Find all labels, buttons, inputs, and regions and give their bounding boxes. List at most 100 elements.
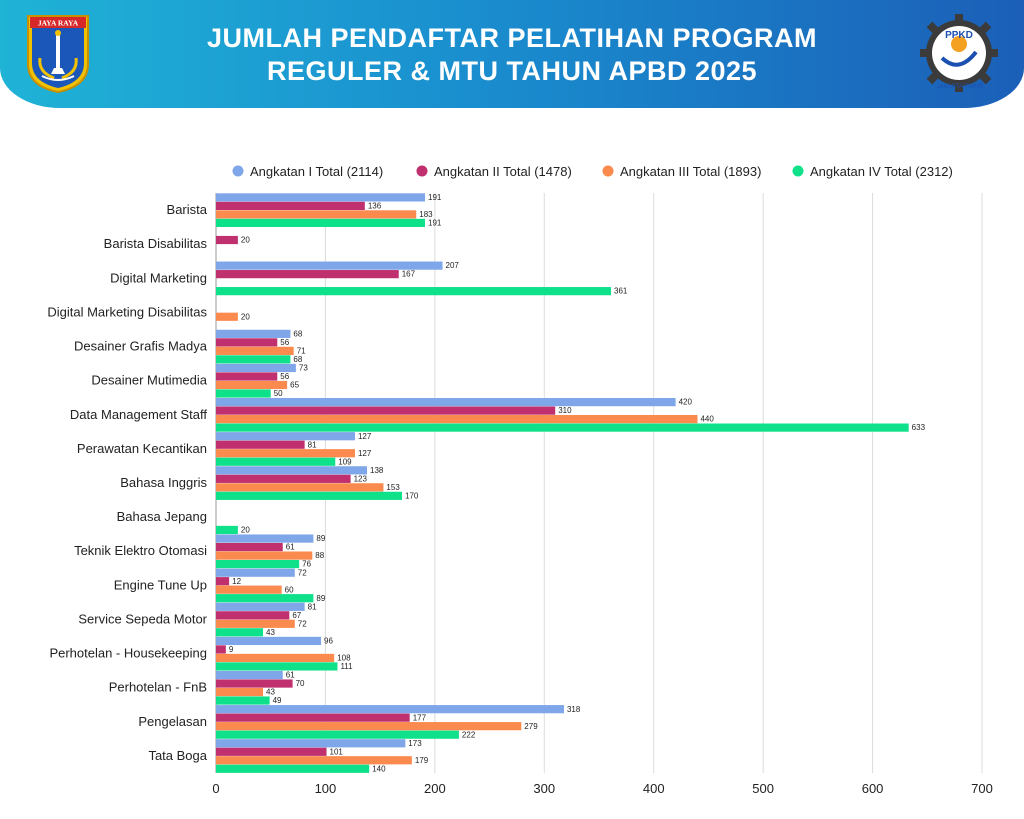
bar [216,636,322,646]
x-tick-label: 100 [315,781,337,796]
category-label: Barista Disabilitas [104,236,208,251]
bar [216,534,314,543]
data-label: 310 [558,406,572,415]
x-tick-label: 200 [424,781,446,796]
data-label: 136 [368,202,382,211]
category-label: Desainer Mutimedia [91,373,207,388]
bar [216,551,313,560]
header-banner [0,0,1024,108]
bar [216,739,406,748]
data-label: 108 [337,654,351,663]
data-label: 177 [413,713,427,722]
data-label: 61 [286,671,295,680]
data-label: 318 [567,705,581,714]
bar [216,568,295,577]
x-tick-label: 600 [862,781,884,796]
bar [216,764,370,773]
bar [216,329,291,338]
title-line-2: REGULER & MTU TAHUN APBD 2025 [266,56,758,86]
ppkd-logo: PPKD JAKARTA TIMUR [920,14,998,92]
data-label: 76 [302,560,311,569]
legend-label: Angkatan II Total (1478) [434,164,572,179]
category-label: Desainer Grafis Madya [74,339,208,354]
data-label: 361 [614,287,628,296]
bar [216,542,283,552]
bar [216,483,384,492]
category-label: Perawatan Kecantikan [77,441,207,456]
data-label: 167 [402,270,416,279]
legend-label: Angkatan I Total (2114) [250,164,383,179]
x-tick-label: 500 [752,781,774,796]
category-label: Digital Marketing [110,270,207,285]
data-label: 109 [338,457,352,466]
title-line-1: JUMLAH PENDAFTAR PELATIHAN PROGRAM [207,23,817,53]
data-label: 65 [290,381,299,390]
bar-chart: Angkatan I Total (2114) Angkatan II Total… [47,164,993,796]
x-tick-label: 400 [643,781,665,796]
category-label: Service Sepeda Motor [78,611,207,626]
data-label: 440 [700,415,714,424]
data-label: 153 [386,483,400,492]
category-label: Pengelasan [138,714,207,729]
bar [216,628,264,637]
bar [216,653,335,663]
data-label: 191 [428,219,442,228]
data-label: 20 [241,312,250,321]
bar [216,201,365,210]
bar [216,679,293,688]
bar [216,713,410,722]
bar [216,559,300,569]
data-label: 72 [298,568,307,577]
bar [216,747,327,756]
data-label: 88 [315,551,324,560]
bar [216,235,238,245]
bar [216,355,291,364]
data-label: 420 [679,398,693,407]
bar [216,406,556,415]
bar [216,525,238,535]
category-label: Perhotelan - Housekeeping [49,646,207,661]
data-label: 127 [358,449,372,458]
bar [216,670,283,680]
bar [216,338,278,347]
bar [216,287,612,296]
data-label: 49 [273,696,282,705]
bar [216,602,305,611]
data-label: 43 [266,628,275,637]
category-label: Tata Boga [148,748,207,763]
data-label: 101 [330,747,344,756]
bar [216,440,305,449]
category-label: Barista [167,202,208,217]
bar [216,466,368,475]
data-label: 207 [446,261,460,270]
bar [216,449,355,458]
bar [216,756,412,765]
data-label: 123 [354,474,368,483]
data-label: 68 [293,355,302,364]
jakarta-timur-text: JAKARTA TIMUR [937,84,984,90]
bar [216,722,522,731]
bar [216,218,426,227]
page-title: JUMLAH PENDAFTAR PELATIHAN PROGRAM REGUL… [140,22,884,88]
bar [216,363,296,373]
data-label: 89 [316,594,325,603]
data-label: 140 [372,764,386,773]
data-label: 633 [912,423,926,432]
bar [216,705,564,714]
category-label: Bahasa Jepang [117,509,207,524]
data-label: 170 [405,491,419,500]
bar [216,346,294,355]
bar [216,474,351,483]
bar [216,594,314,603]
x-tick-label: 300 [533,781,555,796]
bar [216,398,676,407]
data-label: 12 [232,577,241,586]
data-label: 279 [524,722,538,731]
data-label: 71 [297,346,306,355]
bar [216,696,270,705]
bar [216,687,264,697]
data-label: 43 [266,688,275,697]
bar [216,193,426,202]
bar [216,577,230,586]
bar [216,210,417,219]
